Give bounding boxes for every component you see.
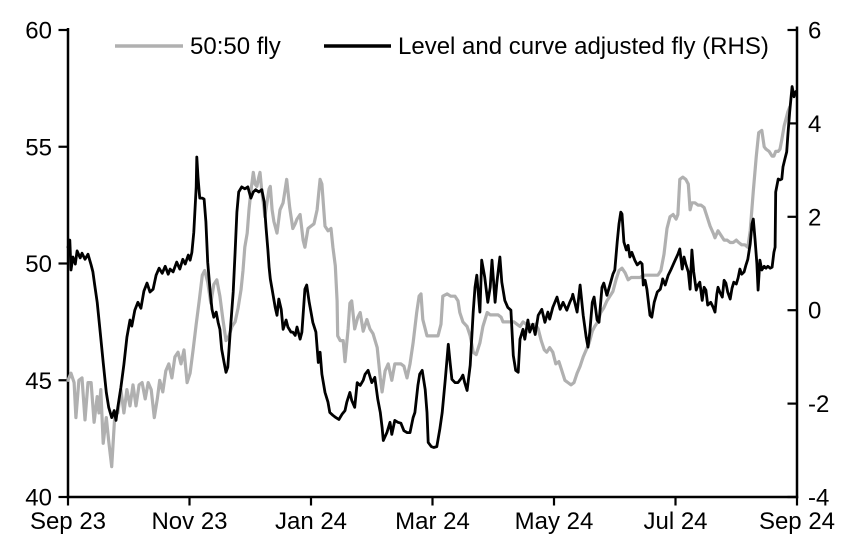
x-axis-tick-label: Nov 23 <box>151 508 227 535</box>
x-axis-tick-label: Mar 24 <box>395 508 470 535</box>
right-axis-tick-label: -2 <box>808 391 829 418</box>
x-axis-tick-label: Jan 24 <box>275 508 347 535</box>
x-axis-tick-label: Sep 23 <box>30 508 106 535</box>
left-axis-tick-label: 60 <box>25 18 52 45</box>
right-axis-tick-label: 2 <box>808 204 821 231</box>
x-axis-tick-label: Jul 24 <box>643 508 707 535</box>
left-axis-tick-label: 45 <box>25 368 52 395</box>
series-layer <box>66 85 798 469</box>
legend-label-adjusted-fly: Level and curve adjusted fly (RHS) <box>398 33 769 60</box>
x-axis-tick-label: Sep 24 <box>759 508 835 535</box>
legend: 50:50 fly Level and curve adjusted fly (… <box>115 33 769 60</box>
right-axis-tick-label: 0 <box>808 298 821 325</box>
left-axis-tick-label: 55 <box>25 134 52 161</box>
right-axis-tick-label: 6 <box>808 18 821 45</box>
right-axis-tick-label: 4 <box>808 111 821 138</box>
left-axis-tick-label: 40 <box>25 485 52 512</box>
right-axis-tick-label: -4 <box>808 485 829 512</box>
series-line-5050-fly <box>66 105 792 469</box>
x-axis-tick-label: May 24 <box>515 508 594 535</box>
legend-label-5050-fly: 50:50 fly <box>190 33 281 60</box>
axes-layer: 60 55 50 45 40 6 4 2 0 -2 -4 Sep 23 Nov 23 Jan 24 Mar … <box>25 18 835 536</box>
series-line-adjusted-fly <box>66 85 798 449</box>
left-axis-tick-label: 50 <box>25 251 52 278</box>
